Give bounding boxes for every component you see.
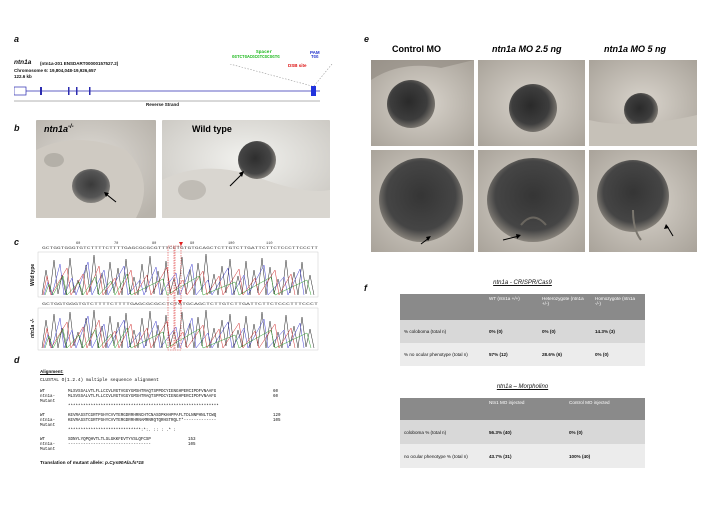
row-label: % no ocular phenotype (total n) [400, 343, 485, 366]
morpholino-table-title: ntn1a – Morpholino [496, 384, 549, 390]
cell-value: 57% (12) [485, 343, 538, 366]
alignment-row: ntn1a-Mutant KEVRASSTCGRTPSHYCVVTERGDRRHR… [40, 419, 281, 428]
cell-value: 0% (0) [591, 343, 645, 366]
tick-80: 80 [152, 242, 156, 246]
alignment-block: WT MLSVSSALVTLFLLCCVLRGTVGGYGMSHTRAQTSPPD… [40, 390, 320, 410]
morpholino-header-control: Control MO injected [565, 398, 645, 420]
cell-value: 100% (40) [565, 444, 645, 468]
morpholino-header-blank [400, 398, 485, 420]
pam-label: PAM [310, 50, 320, 55]
panel-c-letter: c [14, 237, 20, 247]
panel-e-letter: e [364, 34, 370, 44]
gene-structure-diagram [14, 64, 333, 102]
gene-size: 122.6 kb [14, 74, 32, 79]
cell-value: 0% (0) [565, 420, 645, 444]
panel-b-letter: b [14, 123, 20, 133]
alignment-row: WT MLSVSSALVTLFLLCCVLRGTVGGYGMSHTRAQTSPPD… [40, 390, 279, 394]
alignment-block: WT KEVRASSTCGRTPSHYCVVTERGDRRHRNCHTCNASDP… [40, 414, 320, 434]
wildtype-embryo-photo [162, 120, 330, 218]
gene-name: ntn1a [14, 59, 32, 66]
alignment-row: ntn1a-Mutant ----------------------------… [40, 443, 196, 452]
alignment-block: WT SDNYLYQPQHVTLTLSLGKKFEVTYVSLQFCSP 153 n… [40, 438, 320, 453]
wt-row-label: Wild type [30, 263, 36, 286]
morpholino-header-ntn1: Ntn1 MO injected [485, 398, 565, 420]
wildtype-label: Wild type [192, 124, 232, 134]
strand-label: Reverse Strand [146, 102, 180, 107]
alignment-row: WT SDNYLYQPQHVTLTLSLGKKFEVTYVSLQFCSP 153 [40, 438, 196, 442]
mutant-row-label: ntn1a -/- [30, 318, 36, 338]
dsb-site-label: DSB site [288, 63, 307, 68]
crispr-row-coloboma: % coloboma (total n) 0% (0) 0% (0) 14.3%… [400, 320, 645, 343]
clustal-header: CLUSTAL O(1.2.4) multiple sequence align… [40, 378, 159, 383]
crispr-header-het: Heterozygote (ntn1a +/-) [538, 294, 591, 320]
row-label: coloboma % (total n) [400, 420, 485, 444]
crispr-row-no-phenotype: % no ocular phenotype (total n) 57% (12)… [400, 343, 645, 366]
tick-100: 100 [228, 242, 234, 246]
spacer-sequence: GGTCTGACGCGTCGCGGTG [232, 56, 280, 60]
crispr-table: WT (ntn1a +/+) Heterozygote (ntn1a +/-) … [400, 294, 645, 366]
morpholino-table: Ntn1 MO injected Control MO injected col… [400, 398, 645, 468]
wt-base-calls: GCTGGTGGGTGTCTTTTCTTTTGAGCGCGCGTTTCCTGTG… [42, 247, 318, 251]
cell-value: 14.3% (3) [591, 320, 645, 343]
row-label: no ocular phenotype % (total n) [400, 444, 485, 468]
cell-value: 28.6% (6) [538, 343, 591, 366]
col-label-ntn1a-mo-5: ntn1a MO 5 ng [604, 44, 667, 54]
tick-110: 110 [266, 242, 272, 246]
crispr-header-hom: Homozygote (ntn1a -/-) [591, 294, 645, 320]
alignment-row: WT KEVRASSTCGRTPSHYCVVTERGDRRHRNCHTCNASDP… [40, 414, 281, 418]
panel-a-letter: a [14, 34, 20, 44]
col-label-control-mo: Control MO [392, 44, 441, 54]
cell-value: 0% (0) [538, 320, 591, 343]
sequence-alignment: WT MLSVSSALVTLFLLCCVLRGTVGGYGMSHTRAQTSPPD… [40, 390, 320, 453]
row-label: % coloboma (total n) [400, 320, 485, 343]
alignment-heading: Alignment: [40, 369, 64, 374]
chromosome-location: Chromosome 6: 19,804,048-19,926,657 [14, 68, 97, 73]
crispr-table-title: ntn1a - CRISPR/Cas9 [493, 280, 552, 286]
transcript-id: (ntn1a-201 ENSDART00000157527.2) [40, 61, 119, 66]
mutant-embryo-photo [36, 120, 156, 218]
morpholino-row-coloboma: coloboma % (total n) 56.3% (40) 0% (0) [400, 420, 645, 444]
panel-f-letter: f [364, 283, 367, 293]
pam-sequence: TGG [311, 56, 319, 60]
tick-60: 60 [76, 242, 80, 246]
alignment-consensus: *****************************:*:. :: : .… [68, 429, 177, 433]
panel-d-letter: d [14, 355, 20, 365]
crispr-header-blank [400, 294, 485, 320]
chromatogram-traces: 60 70 80 90 100 110 GCTGGTGGGTGTCTTTTCTT… [37, 242, 319, 351]
cell-value: 43.7% (31) [485, 444, 565, 468]
crispr-header-wt: WT (ntn1a +/+) [485, 294, 538, 320]
morpholino-row-no-phenotype: no ocular phenotype % (total n) 43.7% (3… [400, 444, 645, 468]
mutant-base-calls: GCTGGTGGGTGTCTTTTCTTTTGAGCGCGCCTCTGTGCAG… [42, 303, 318, 307]
alignment-row: ntn1a-Mutant MLSVSSALVTLFLLCCVLRGTVGGYGMS… [40, 395, 279, 404]
alignment-consensus: ****************************************… [68, 405, 219, 409]
tick-70: 70 [114, 242, 118, 246]
cell-value: 0% (0) [485, 320, 538, 343]
col-label-ntn1a-mo-2-5: ntn1a MO 2.5 ng [492, 44, 562, 54]
cell-value: 56.3% (40) [485, 420, 565, 444]
tick-90: 90 [190, 242, 194, 246]
mutant-label: ntn1a-/- [44, 124, 74, 134]
spacer-label: Spacer [256, 50, 273, 55]
morphant-photo-grid [371, 60, 697, 252]
translation-line: Translation of mutant allele: p.Cys90Ala… [40, 461, 144, 466]
